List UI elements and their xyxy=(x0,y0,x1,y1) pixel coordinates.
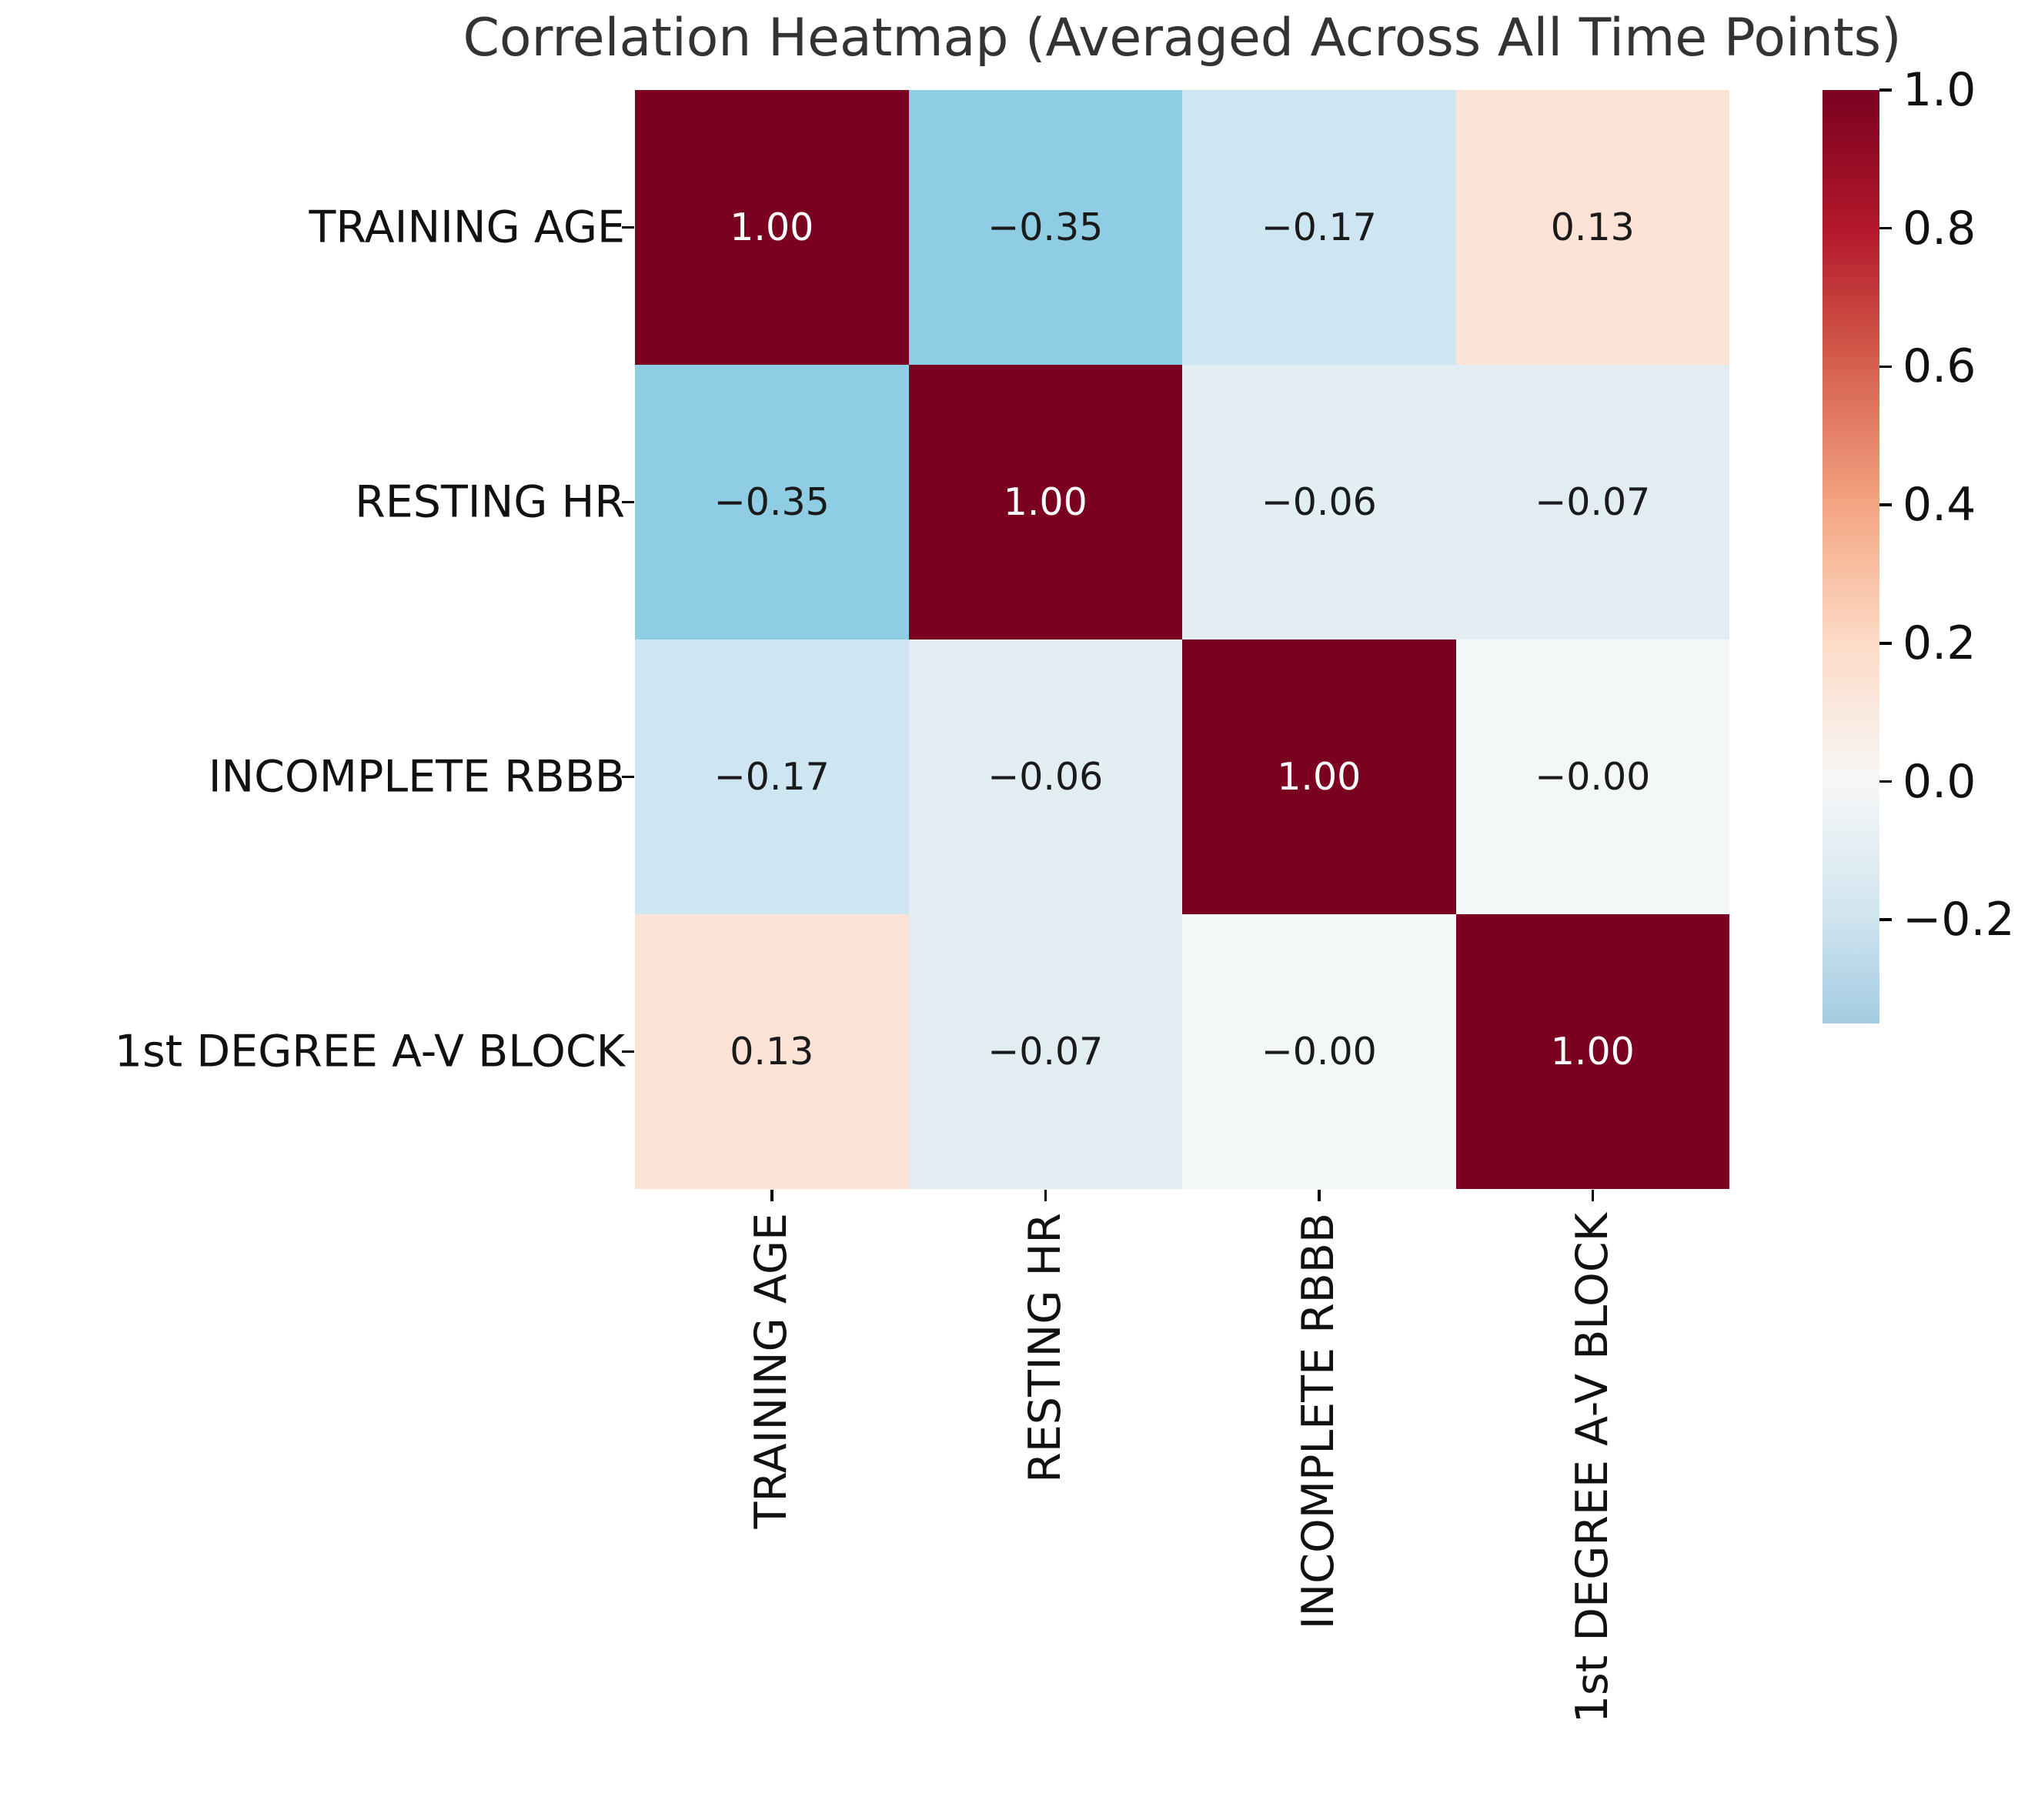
heatmap-cell: −0.35 xyxy=(908,90,1182,365)
y-tick-mark xyxy=(622,225,634,229)
cell-value: −0.17 xyxy=(713,755,830,799)
heatmap-cell: −0.00 xyxy=(1455,640,1729,914)
heatmap-cell: −0.17 xyxy=(635,640,909,914)
cell-value: −0.35 xyxy=(713,480,830,524)
cell-value: 1.00 xyxy=(730,205,814,249)
colorbar-gradient xyxy=(1823,90,1879,1024)
x-tick-mark xyxy=(1591,1190,1594,1201)
cell-value: −0.06 xyxy=(1261,480,1377,524)
y-tick-label: TRAINING AGE xyxy=(309,202,625,252)
y-tick-label: 1st DEGREE A-V BLOCK xyxy=(114,1026,625,1077)
colorbar-tick-mark xyxy=(1879,226,1892,230)
x-tick-mark xyxy=(770,1190,773,1201)
x-tick-label: RESTING HR xyxy=(1019,1213,1071,1483)
colorbar-tick-mark xyxy=(1879,642,1892,645)
x-tick-label: INCOMPLETE RBBB xyxy=(1293,1213,1345,1630)
cell-value: −0.35 xyxy=(987,205,1104,249)
x-tick-mark xyxy=(1318,1190,1321,1201)
cell-value: 1.00 xyxy=(1003,480,1088,524)
heatmap-cell: 1.00 xyxy=(1455,914,1729,1189)
y-tick-mark xyxy=(622,500,634,504)
x-tick-mark xyxy=(1044,1190,1047,1201)
colorbar-tick-label: 0.4 xyxy=(1903,478,1976,533)
colorbar-tick-mark xyxy=(1879,365,1892,369)
chart-title: Correlation Heatmap (Averaged Across All… xyxy=(463,8,1902,68)
colorbar-tick-label: −0.2 xyxy=(1903,893,2015,947)
heatmap-grid: 1.00 −0.35 −0.17 0.13 −0.35 1.00 −0.06 −0.07 −0.… xyxy=(635,90,1729,1189)
heatmap-cell: 1.00 xyxy=(908,365,1182,640)
cell-value: 1.00 xyxy=(1550,1030,1635,1074)
heatmap-cell: −0.00 xyxy=(1182,914,1456,1189)
heatmap-cell: 1.00 xyxy=(635,90,909,365)
heatmap-cell: 0.13 xyxy=(635,914,909,1189)
cell-value: 0.13 xyxy=(1550,205,1635,249)
x-tick-label: 1st DEGREE A-V BLOCK xyxy=(1566,1213,1618,1724)
cell-value: −0.07 xyxy=(1535,480,1651,524)
colorbar-tick-label: 1.0 xyxy=(1903,63,1976,117)
colorbar-tick-mark xyxy=(1879,918,1892,921)
cell-value: −0.00 xyxy=(1261,1030,1377,1074)
cell-value: 1.00 xyxy=(1277,755,1361,799)
heatmap-cell: −0.06 xyxy=(908,640,1182,914)
heatmap-cell: −0.07 xyxy=(908,914,1182,1189)
heatmap-cell: 1.00 xyxy=(1182,640,1456,914)
heatmap-cell: 0.13 xyxy=(1455,90,1729,365)
colorbar-tick-mark xyxy=(1879,88,1892,92)
colorbar-tick-mark xyxy=(1879,503,1892,506)
colorbar-tick-label: 0.8 xyxy=(1903,201,1976,255)
heatmap-cell: −0.07 xyxy=(1455,365,1729,640)
colorbar-tick-mark xyxy=(1879,780,1892,783)
heatmap-cell: −0.17 xyxy=(1182,90,1456,365)
cell-value: −0.00 xyxy=(1535,755,1651,799)
y-tick-mark xyxy=(622,1050,634,1054)
heatmap-cell: −0.35 xyxy=(635,365,909,640)
x-tick-label: TRAINING AGE xyxy=(746,1213,797,1529)
colorbar-tick-label: 0.2 xyxy=(1903,616,1976,670)
y-tick-label: RESTING HR xyxy=(355,476,625,527)
y-tick-mark xyxy=(622,775,634,779)
cell-value: −0.07 xyxy=(987,1030,1104,1074)
heatmap-cell: −0.06 xyxy=(1182,365,1456,640)
y-tick-label: INCOMPLETE RBBB xyxy=(208,751,625,802)
cell-value: 0.13 xyxy=(730,1030,814,1074)
colorbar-tick-label: 0.0 xyxy=(1903,754,1976,809)
colorbar-tick-label: 0.6 xyxy=(1903,339,1976,394)
cell-value: −0.06 xyxy=(987,755,1104,799)
cell-value: −0.17 xyxy=(1261,205,1377,249)
